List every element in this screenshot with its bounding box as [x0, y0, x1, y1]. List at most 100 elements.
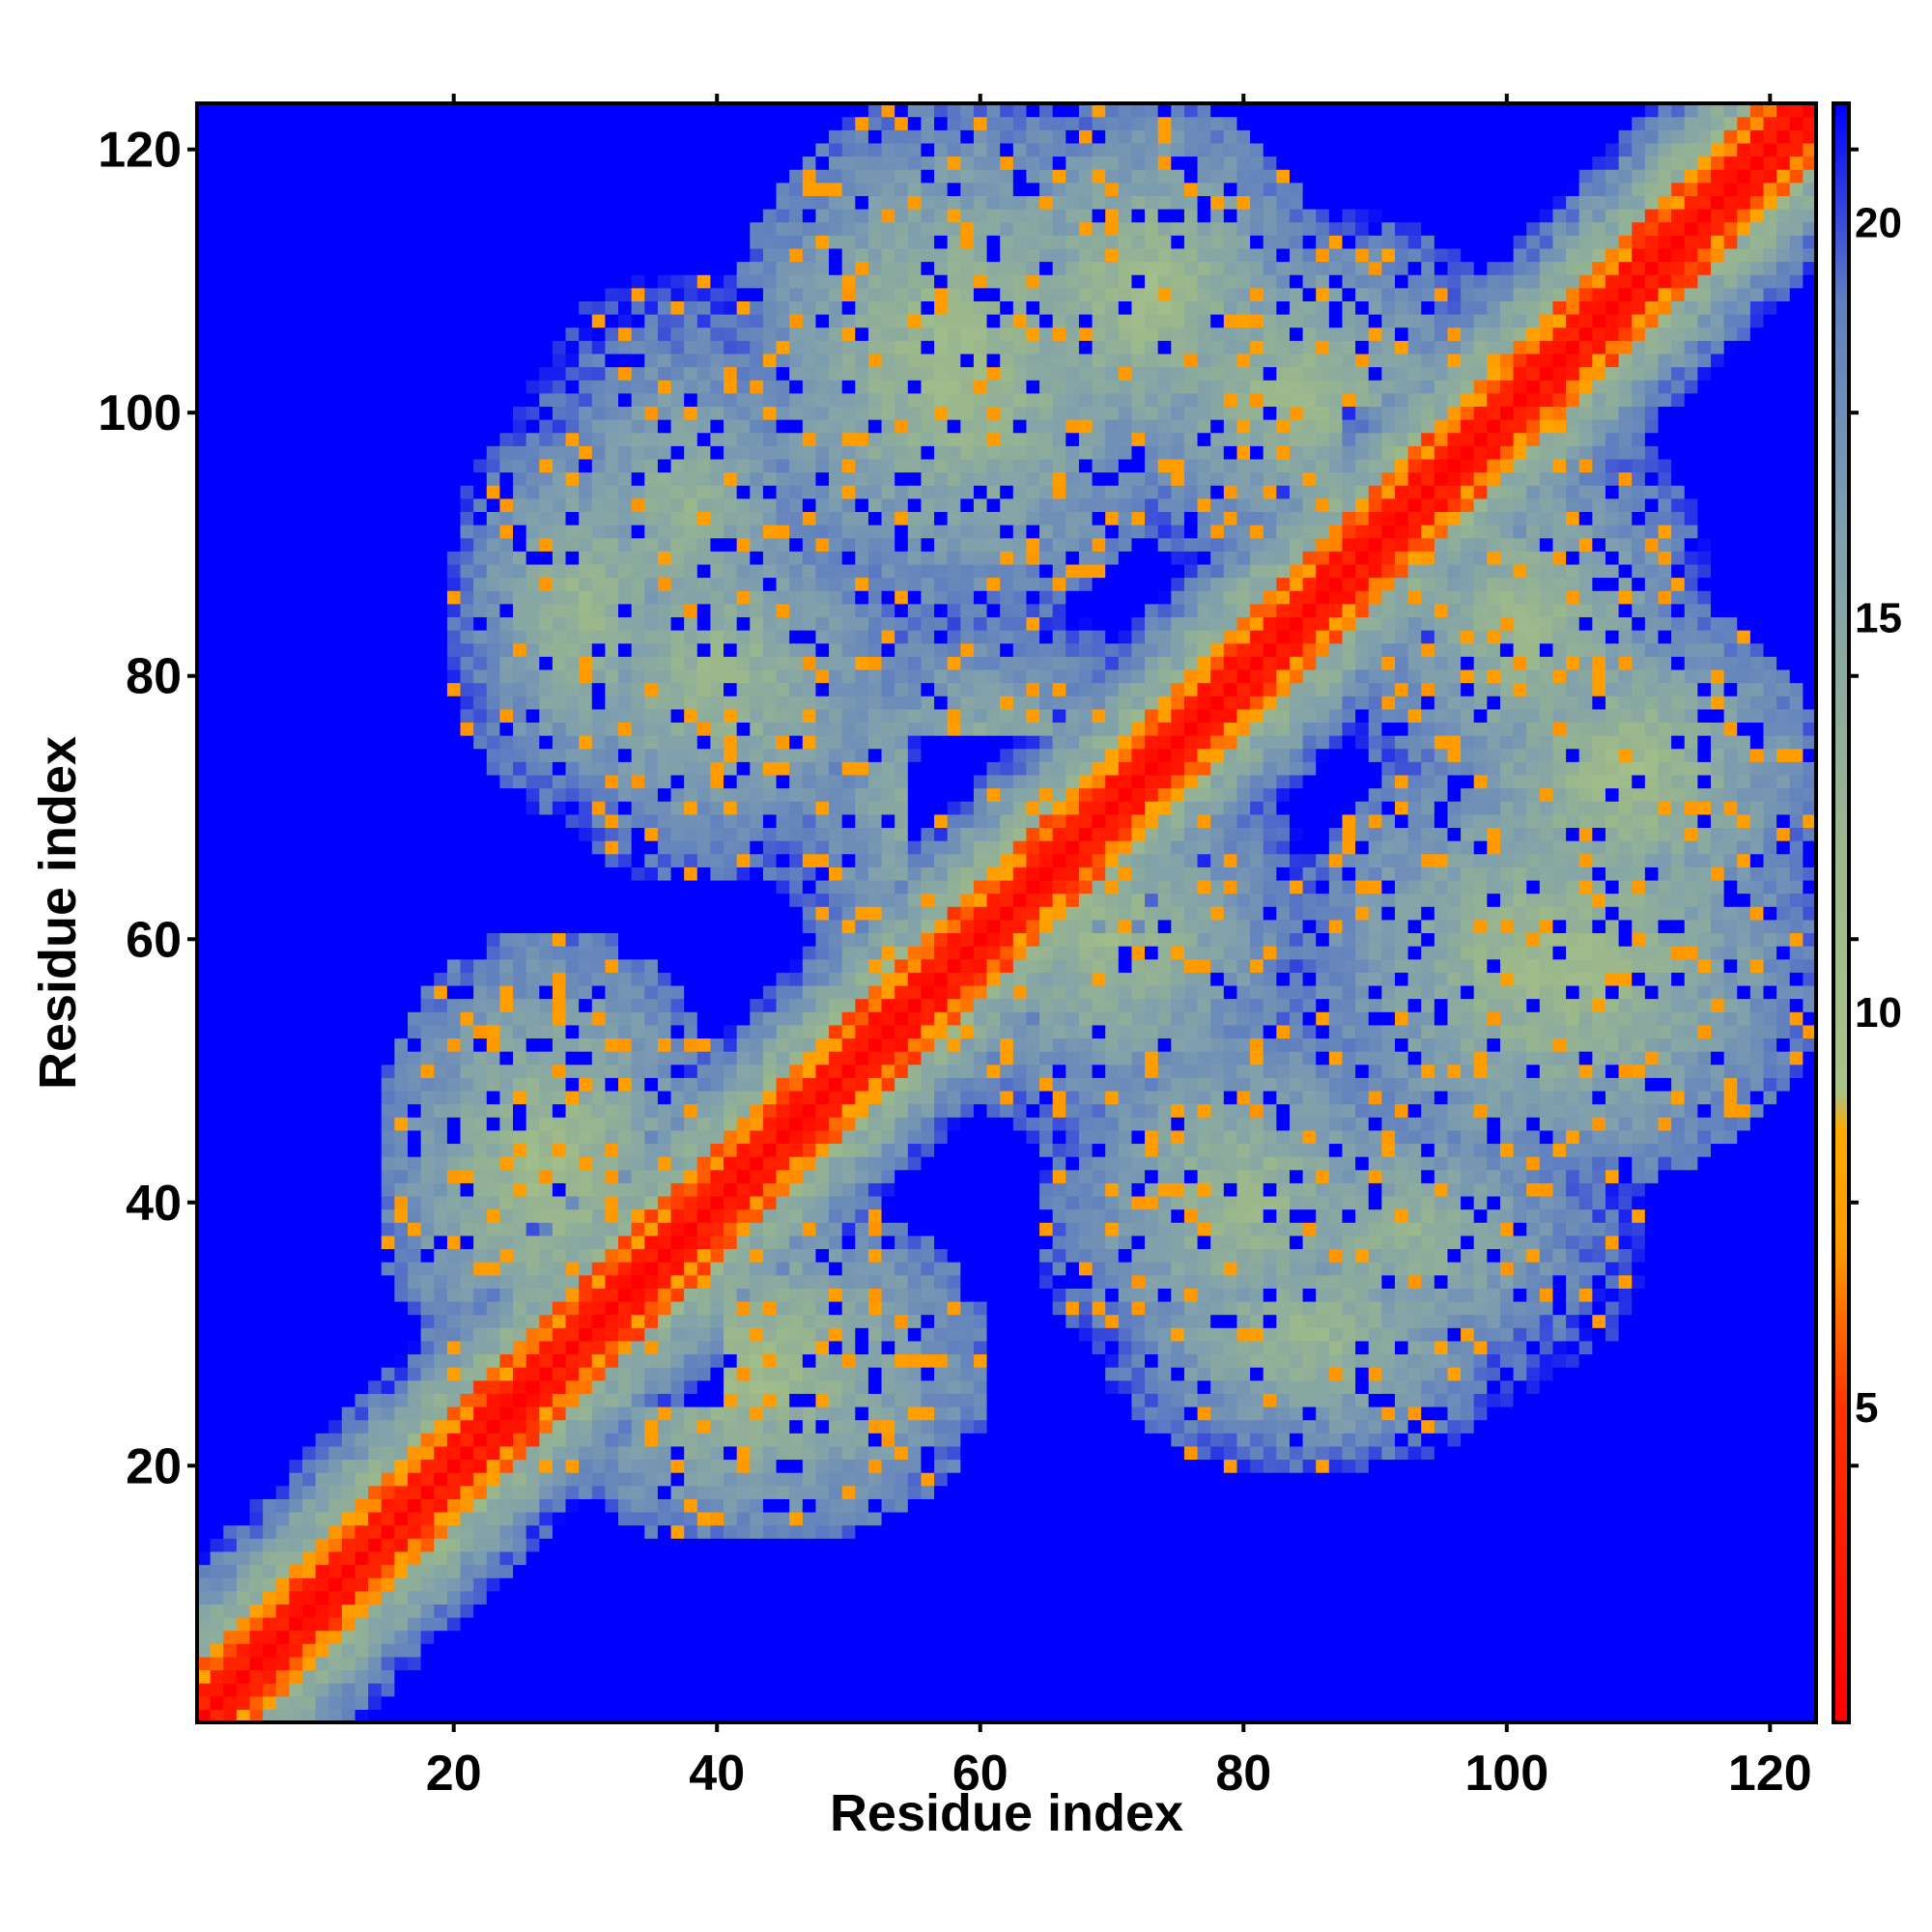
- heatmap-cell: [670, 209, 685, 223]
- heatmap-cell: [539, 616, 554, 631]
- heatmap-cell: [236, 419, 251, 434]
- heatmap-cell: [381, 748, 395, 762]
- heatmap-cell: [460, 314, 474, 328]
- heatmap-cell: [289, 327, 303, 341]
- heatmap-cell: [210, 696, 224, 710]
- heatmap-cell: [565, 300, 580, 315]
- heatmap-cell: [526, 1683, 540, 1697]
- heatmap-cell: [302, 406, 317, 420]
- heatmap-cell: [473, 327, 488, 341]
- heatmap-cell: [394, 946, 409, 960]
- heatmap-cell: [328, 129, 343, 144]
- heatmap-cell: [355, 1709, 369, 1723]
- heatmap-cell: [249, 1419, 264, 1434]
- heatmap-cell: [539, 1511, 554, 1526]
- heatmap-cell: [499, 1353, 514, 1368]
- heatmap-cell: [605, 235, 619, 249]
- heatmap-cell: [368, 1288, 383, 1302]
- heatmap-cell: [434, 972, 448, 986]
- heatmap-cell: [408, 1195, 422, 1210]
- heatmap-cell: [644, 761, 659, 776]
- heatmap-cell: [434, 998, 448, 1012]
- heatmap-cell: [302, 1564, 317, 1578]
- heatmap-cell: [368, 1195, 383, 1210]
- heatmap-cell: [434, 1248, 448, 1263]
- heatmap-cell: [408, 1314, 422, 1328]
- heatmap-cell: [408, 1630, 422, 1644]
- heatmap-cell: [644, 1630, 659, 1644]
- heatmap-cell: [684, 1314, 698, 1328]
- heatmap-cell: [526, 1195, 540, 1210]
- heatmap-cell: [710, 511, 724, 526]
- heatmap-cell: [263, 642, 277, 657]
- heatmap-cell: [724, 1590, 738, 1605]
- heatmap-cell: [197, 1353, 212, 1368]
- heatmap-cell: [460, 116, 474, 130]
- heatmap-cell: [223, 958, 238, 973]
- heatmap-cell: [591, 1643, 607, 1658]
- heatmap-cell: [236, 1669, 251, 1684]
- heatmap-cell: [591, 274, 607, 289]
- heatmap-cell: [341, 787, 356, 802]
- heatmap-cell: [684, 668, 698, 684]
- heatmap-cell: [579, 156, 593, 170]
- heatmap-cell: [579, 458, 593, 473]
- heatmap-cell: [684, 209, 698, 223]
- heatmap-cell: [670, 129, 685, 144]
- heatmap-cell: [210, 1262, 224, 1276]
- heatmap-cell: [670, 1445, 685, 1461]
- heatmap-cell: [513, 893, 527, 907]
- heatmap-cell: [526, 972, 540, 986]
- heatmap-cell: [696, 1379, 712, 1394]
- heatmap-cell: [394, 169, 409, 184]
- heatmap-cell: [499, 563, 514, 579]
- heatmap-cell: [473, 169, 488, 184]
- heatmap-cell: [696, 1656, 712, 1671]
- heatmap-cell: [341, 551, 356, 565]
- heatmap-cell: [565, 221, 580, 236]
- heatmap-cell: [591, 708, 607, 724]
- heatmap-cell: [236, 1379, 251, 1394]
- heatmap-cell: [565, 893, 580, 907]
- heatmap-cell: [249, 525, 264, 539]
- heatmap-cell: [210, 1524, 224, 1539]
- heatmap-cell: [513, 1550, 527, 1566]
- heatmap-cell: [289, 735, 303, 750]
- heatmap-cell: [446, 906, 462, 921]
- heatmap-cell: [591, 1406, 607, 1421]
- heatmap-cell: [460, 1433, 474, 1447]
- heatmap-cell: [473, 1340, 488, 1355]
- heatmap-cell: [631, 853, 645, 867]
- heatmap-cell: [486, 1248, 500, 1263]
- heatmap-cell: [315, 525, 329, 539]
- heatmap-cell: [408, 1577, 422, 1592]
- heatmap-cell: [289, 1182, 303, 1197]
- heatmap-cell: [605, 1274, 619, 1289]
- heatmap-cell: [526, 1379, 540, 1394]
- heatmap-cell: [565, 103, 580, 118]
- heatmap-cell: [328, 1472, 343, 1487]
- heatmap-cell: [631, 1103, 645, 1118]
- heatmap-cell: [579, 642, 593, 657]
- heatmap-cell: [197, 1235, 212, 1250]
- heatmap-cell: [618, 445, 633, 460]
- heatmap-cell: [526, 1117, 540, 1131]
- heatmap-cell: [526, 1182, 540, 1197]
- heatmap-cell: [434, 366, 448, 381]
- heatmap-cell: [618, 1445, 633, 1461]
- heatmap-cell: [696, 867, 712, 881]
- heatmap-cell: [394, 1143, 409, 1157]
- heatmap-cell: [513, 1274, 527, 1289]
- heatmap-cell: [513, 1195, 527, 1210]
- heatmap-cell: [724, 840, 738, 855]
- heatmap-cell: [341, 1103, 356, 1118]
- heatmap-cell: [552, 274, 567, 289]
- heatmap-cell: [328, 221, 343, 236]
- heatmap-cell: [197, 774, 212, 789]
- heatmap-cell: [657, 235, 672, 249]
- heatmap-cell: [249, 958, 264, 973]
- heatmap-cell: [368, 906, 383, 921]
- heatmap-cell: [341, 1300, 356, 1316]
- heatmap-cell: [657, 1630, 672, 1644]
- heatmap-cell: [473, 380, 488, 394]
